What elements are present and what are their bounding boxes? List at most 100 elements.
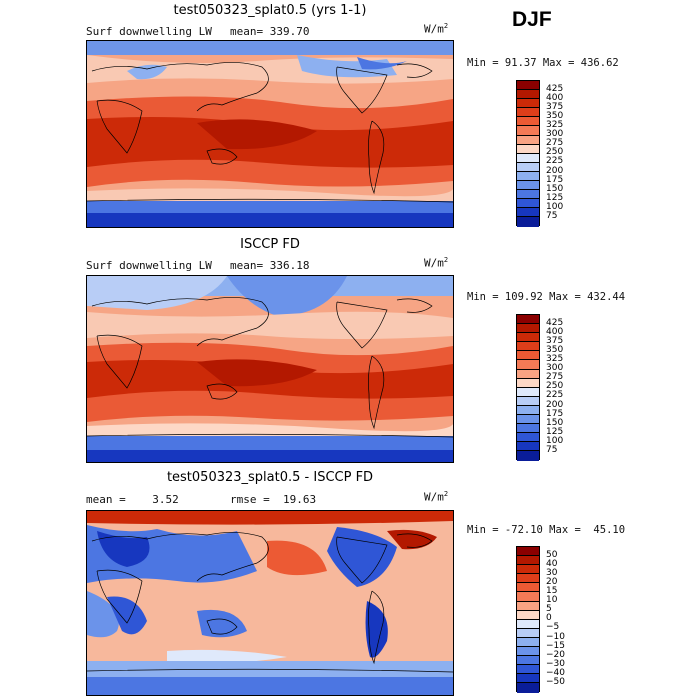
panel-2-color-swatch <box>517 315 539 325</box>
panel-1-minmax: Min = 91.37 Max = 436.62 <box>467 57 619 69</box>
panel-2-level-label: 75 <box>546 445 558 455</box>
panel-2-level-label: 175 <box>546 408 564 419</box>
panel-1-color-swatch <box>517 162 539 172</box>
panel-2-level-label: 400 <box>546 326 564 337</box>
panel-3-level-label: 40 <box>546 558 558 569</box>
panel-1-level-label: 125 <box>546 192 564 203</box>
panel-1-level-label: 100 <box>546 201 564 212</box>
panel-3-level-label: 0 <box>546 613 552 624</box>
panel-3-level-label: 30 <box>546 567 558 578</box>
panel-3-level-label: 10 <box>546 595 558 606</box>
panel-3-color-swatch <box>517 565 539 575</box>
panel-3-level-label: 50 <box>546 549 558 560</box>
panel-2-level-label: 275 <box>546 372 564 383</box>
panel-3-level-label: −20 <box>546 649 565 660</box>
panel-1-color-swatch <box>517 135 539 145</box>
panel-2-color-swatch <box>517 396 539 406</box>
panel-2-level-label: 150 <box>546 417 564 428</box>
panel-3-color-swatch <box>517 574 539 584</box>
panel-3-map <box>86 510 454 696</box>
panel-2-color-swatch <box>517 324 539 334</box>
panel-3-color-swatch <box>517 592 539 602</box>
panel-3-minmax: Min = -72.10 Max = 45.10 <box>467 524 626 536</box>
panel-1-level-label: 275 <box>546 138 564 149</box>
panel-3-level-label: −50 <box>546 677 565 687</box>
panel-1-level-label: 200 <box>546 165 564 176</box>
panel-3-color-swatch <box>517 619 539 629</box>
panel-2-color-swatch <box>517 342 539 352</box>
panel-2-level-label: 350 <box>546 344 564 355</box>
panel-2-level-label: 125 <box>546 426 564 437</box>
panel-3-level-label: −10 <box>546 631 565 642</box>
panel-3-units: W/m2 <box>424 490 449 504</box>
panel-3-color-swatch <box>517 610 539 620</box>
panel-3-color-swatch <box>517 628 539 638</box>
panel-2-level-label: 325 <box>546 354 564 364</box>
panel-1-variable: Surf downwelling LW <box>86 25 212 38</box>
panel-2-minmax: Min = 109.92 Max = 432.44 <box>467 291 626 303</box>
panel-3-color-swatch <box>517 547 539 557</box>
panel-3-color-swatch <box>517 637 539 648</box>
panel-3-rmse: rmse = 19.63 <box>230 493 317 506</box>
panel-2-color-swatch <box>517 360 539 370</box>
panel-3-title: test050323_splat0.5 - ISCCP FD <box>166 470 374 485</box>
panel-2-color-swatch <box>517 333 539 343</box>
panel-2-mean: mean= 336.18 <box>230 259 310 272</box>
panel-1-color-swatch <box>517 99 539 109</box>
panel-2-level-label: 100 <box>546 435 564 446</box>
panel-3-level-label: −5 <box>546 622 560 633</box>
panel-2-level-label: 200 <box>546 399 564 410</box>
panel-3-color-swatch <box>517 556 539 566</box>
panel-1-color-swatch <box>517 90 539 100</box>
panel-1-title: test050323_splat0.5 (yrs 1-1) <box>173 3 367 18</box>
panel-2-color-swatch <box>517 433 539 443</box>
panel-2-level-label: 375 <box>546 335 564 346</box>
panel-1-units: W/m2 <box>424 22 449 36</box>
panel-1-color-swatch <box>517 126 539 136</box>
panel-3-color-swatch <box>517 601 539 611</box>
panel-2-color-swatch <box>517 415 539 425</box>
panel-1-color-swatch <box>517 81 539 91</box>
panel-2-level-label: 250 <box>546 381 564 392</box>
panel-1-level-label: 175 <box>546 174 564 185</box>
panel-3-level-label: −15 <box>546 640 565 651</box>
panel-1-level-label: 425 <box>546 83 564 94</box>
season-label: DJF <box>512 8 552 31</box>
panel-2-variable: Surf downwelling LW <box>86 259 212 272</box>
panel-3-level-label: 20 <box>546 576 558 587</box>
panel-3-color-swatch <box>517 647 539 657</box>
panel-2-map <box>86 275 454 463</box>
panel-1-color-swatch <box>517 181 539 191</box>
panel-1-mean: mean= 339.70 <box>230 25 310 38</box>
panel-1-level-label: 250 <box>546 147 564 158</box>
panel-3-color-swatch <box>517 674 539 684</box>
panel-1-color-swatch <box>517 117 539 127</box>
panel-1-colorbar-labels: 425 400 375 350 325 300 275 250 225 200 … <box>546 80 586 226</box>
panel-2-color-swatch <box>517 351 539 361</box>
panel-2-color-swatch <box>517 378 539 388</box>
panel-2-color-swatch <box>517 451 539 461</box>
panel-2-level-label: 225 <box>546 390 564 401</box>
panel-2-colorbar-labels: 425 400 375 350 325 300 275 250 225 200 … <box>546 314 586 460</box>
panel-1-level-label: 75 <box>546 211 558 221</box>
panel-3-color-swatch <box>517 683 539 693</box>
panel-1-color-swatch <box>517 199 539 209</box>
panel-3-color-swatch <box>517 583 539 593</box>
panel-3-mean: mean = 3.52 <box>86 493 179 506</box>
panel-1-level-label: 150 <box>546 183 564 194</box>
panel-1-level-label: 350 <box>546 110 564 121</box>
panel-2-color-swatch <box>517 424 539 434</box>
panel-1-colorbar <box>516 80 540 227</box>
panel-1-color-swatch <box>517 171 539 182</box>
panel-3-level-label: −30 <box>546 658 565 669</box>
panel-3-level-label: 5 <box>546 604 552 615</box>
panel-1-color-swatch <box>517 153 539 163</box>
panel-2-title: ISCCP FD <box>240 237 300 252</box>
panel-2-level-label: 425 <box>546 317 564 328</box>
panel-2-units: W/m2 <box>424 256 449 270</box>
panel-1-level-label: 375 <box>546 101 564 112</box>
panel-1-level-label: 225 <box>546 156 564 167</box>
panel-3-color-swatch <box>517 656 539 666</box>
panel-2-color-swatch <box>517 369 539 379</box>
panel-3-colorbar <box>516 546 540 693</box>
